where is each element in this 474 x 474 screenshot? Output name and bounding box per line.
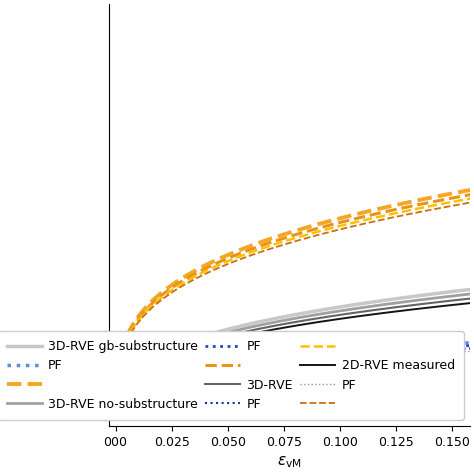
- X-axis label: $\epsilon_{\mathrm{vM}}$: $\epsilon_{\mathrm{vM}}$: [277, 454, 301, 470]
- Legend: 3D-RVE gb-substructure, PF, , 3D-RVE no-substructure, PF, , 3D-RVE, PF, , 2D-RVE: 3D-RVE gb-substructure, PF, , 3D-RVE no-…: [0, 331, 464, 419]
